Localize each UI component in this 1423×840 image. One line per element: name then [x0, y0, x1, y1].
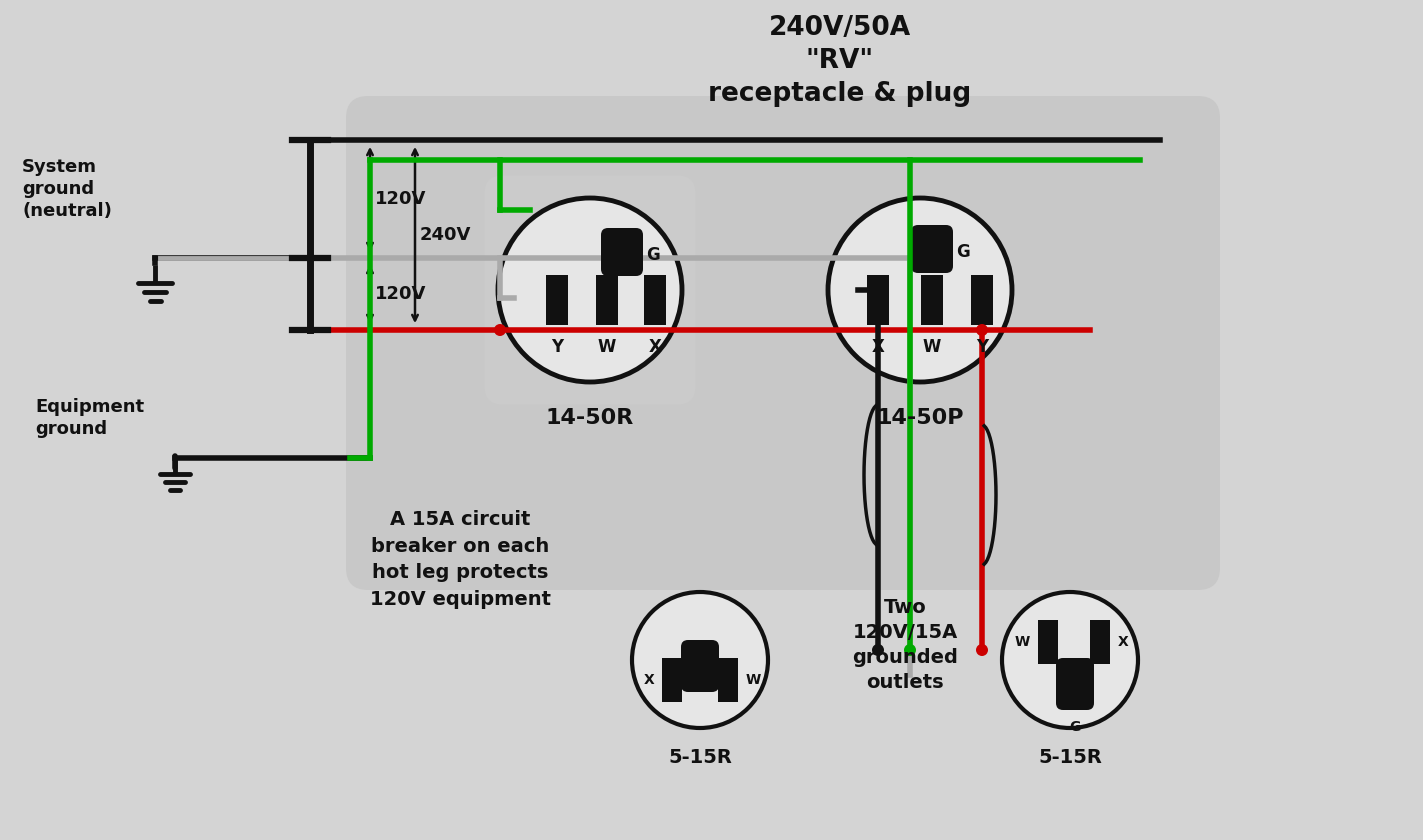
FancyBboxPatch shape: [911, 225, 953, 273]
Bar: [546, 275, 568, 325]
Bar: [719, 658, 739, 702]
Bar: [867, 275, 889, 325]
Bar: [970, 275, 993, 325]
Circle shape: [872, 284, 884, 296]
Bar: [1090, 620, 1110, 664]
Text: Y: Y: [976, 338, 988, 356]
Text: W: W: [746, 673, 761, 687]
Text: Two
120V/15A
grounded
outlets: Two 120V/15A grounded outlets: [852, 598, 958, 692]
Text: 5-15R: 5-15R: [667, 748, 731, 767]
FancyBboxPatch shape: [682, 640, 719, 692]
Circle shape: [976, 324, 988, 336]
Text: W: W: [1015, 635, 1030, 649]
Text: G: G: [646, 246, 660, 264]
Text: Equipment
ground: Equipment ground: [36, 398, 144, 438]
Text: System
ground
(neutral): System ground (neutral): [21, 158, 112, 220]
Text: W: W: [922, 338, 941, 356]
FancyBboxPatch shape: [485, 176, 696, 405]
Text: X: X: [643, 673, 655, 687]
Text: 14-50P: 14-50P: [877, 408, 963, 428]
Bar: [1037, 620, 1057, 664]
Text: Y: Y: [551, 338, 564, 356]
Text: 5-15R: 5-15R: [1037, 748, 1101, 767]
Text: 120V: 120V: [376, 285, 427, 303]
Circle shape: [494, 324, 507, 336]
Text: 14-50R: 14-50R: [546, 408, 635, 428]
Text: G: G: [719, 666, 730, 680]
FancyBboxPatch shape: [601, 228, 643, 276]
Text: G: G: [956, 243, 969, 261]
Circle shape: [976, 644, 988, 656]
Text: G: G: [1069, 720, 1080, 734]
Text: X: X: [649, 338, 662, 356]
Bar: [596, 275, 618, 325]
Text: W: W: [598, 338, 616, 356]
Text: 240V: 240V: [420, 226, 471, 244]
FancyBboxPatch shape: [346, 96, 1220, 590]
FancyBboxPatch shape: [1056, 658, 1094, 710]
Text: X: X: [871, 338, 885, 356]
Text: A 15A circuit
breaker on each
hot leg protects
120V equipment: A 15A circuit breaker on each hot leg pr…: [370, 510, 551, 608]
Bar: [645, 275, 666, 325]
Circle shape: [498, 198, 682, 382]
Circle shape: [872, 644, 884, 656]
Circle shape: [828, 198, 1012, 382]
Bar: [662, 658, 682, 702]
Circle shape: [1002, 592, 1138, 728]
Text: 240V/50A
"RV"
receptacle & plug: 240V/50A "RV" receptacle & plug: [709, 15, 972, 107]
Circle shape: [904, 644, 916, 656]
Text: 120V: 120V: [376, 190, 427, 208]
Circle shape: [632, 592, 768, 728]
Text: X: X: [1118, 635, 1128, 649]
Bar: [921, 275, 943, 325]
